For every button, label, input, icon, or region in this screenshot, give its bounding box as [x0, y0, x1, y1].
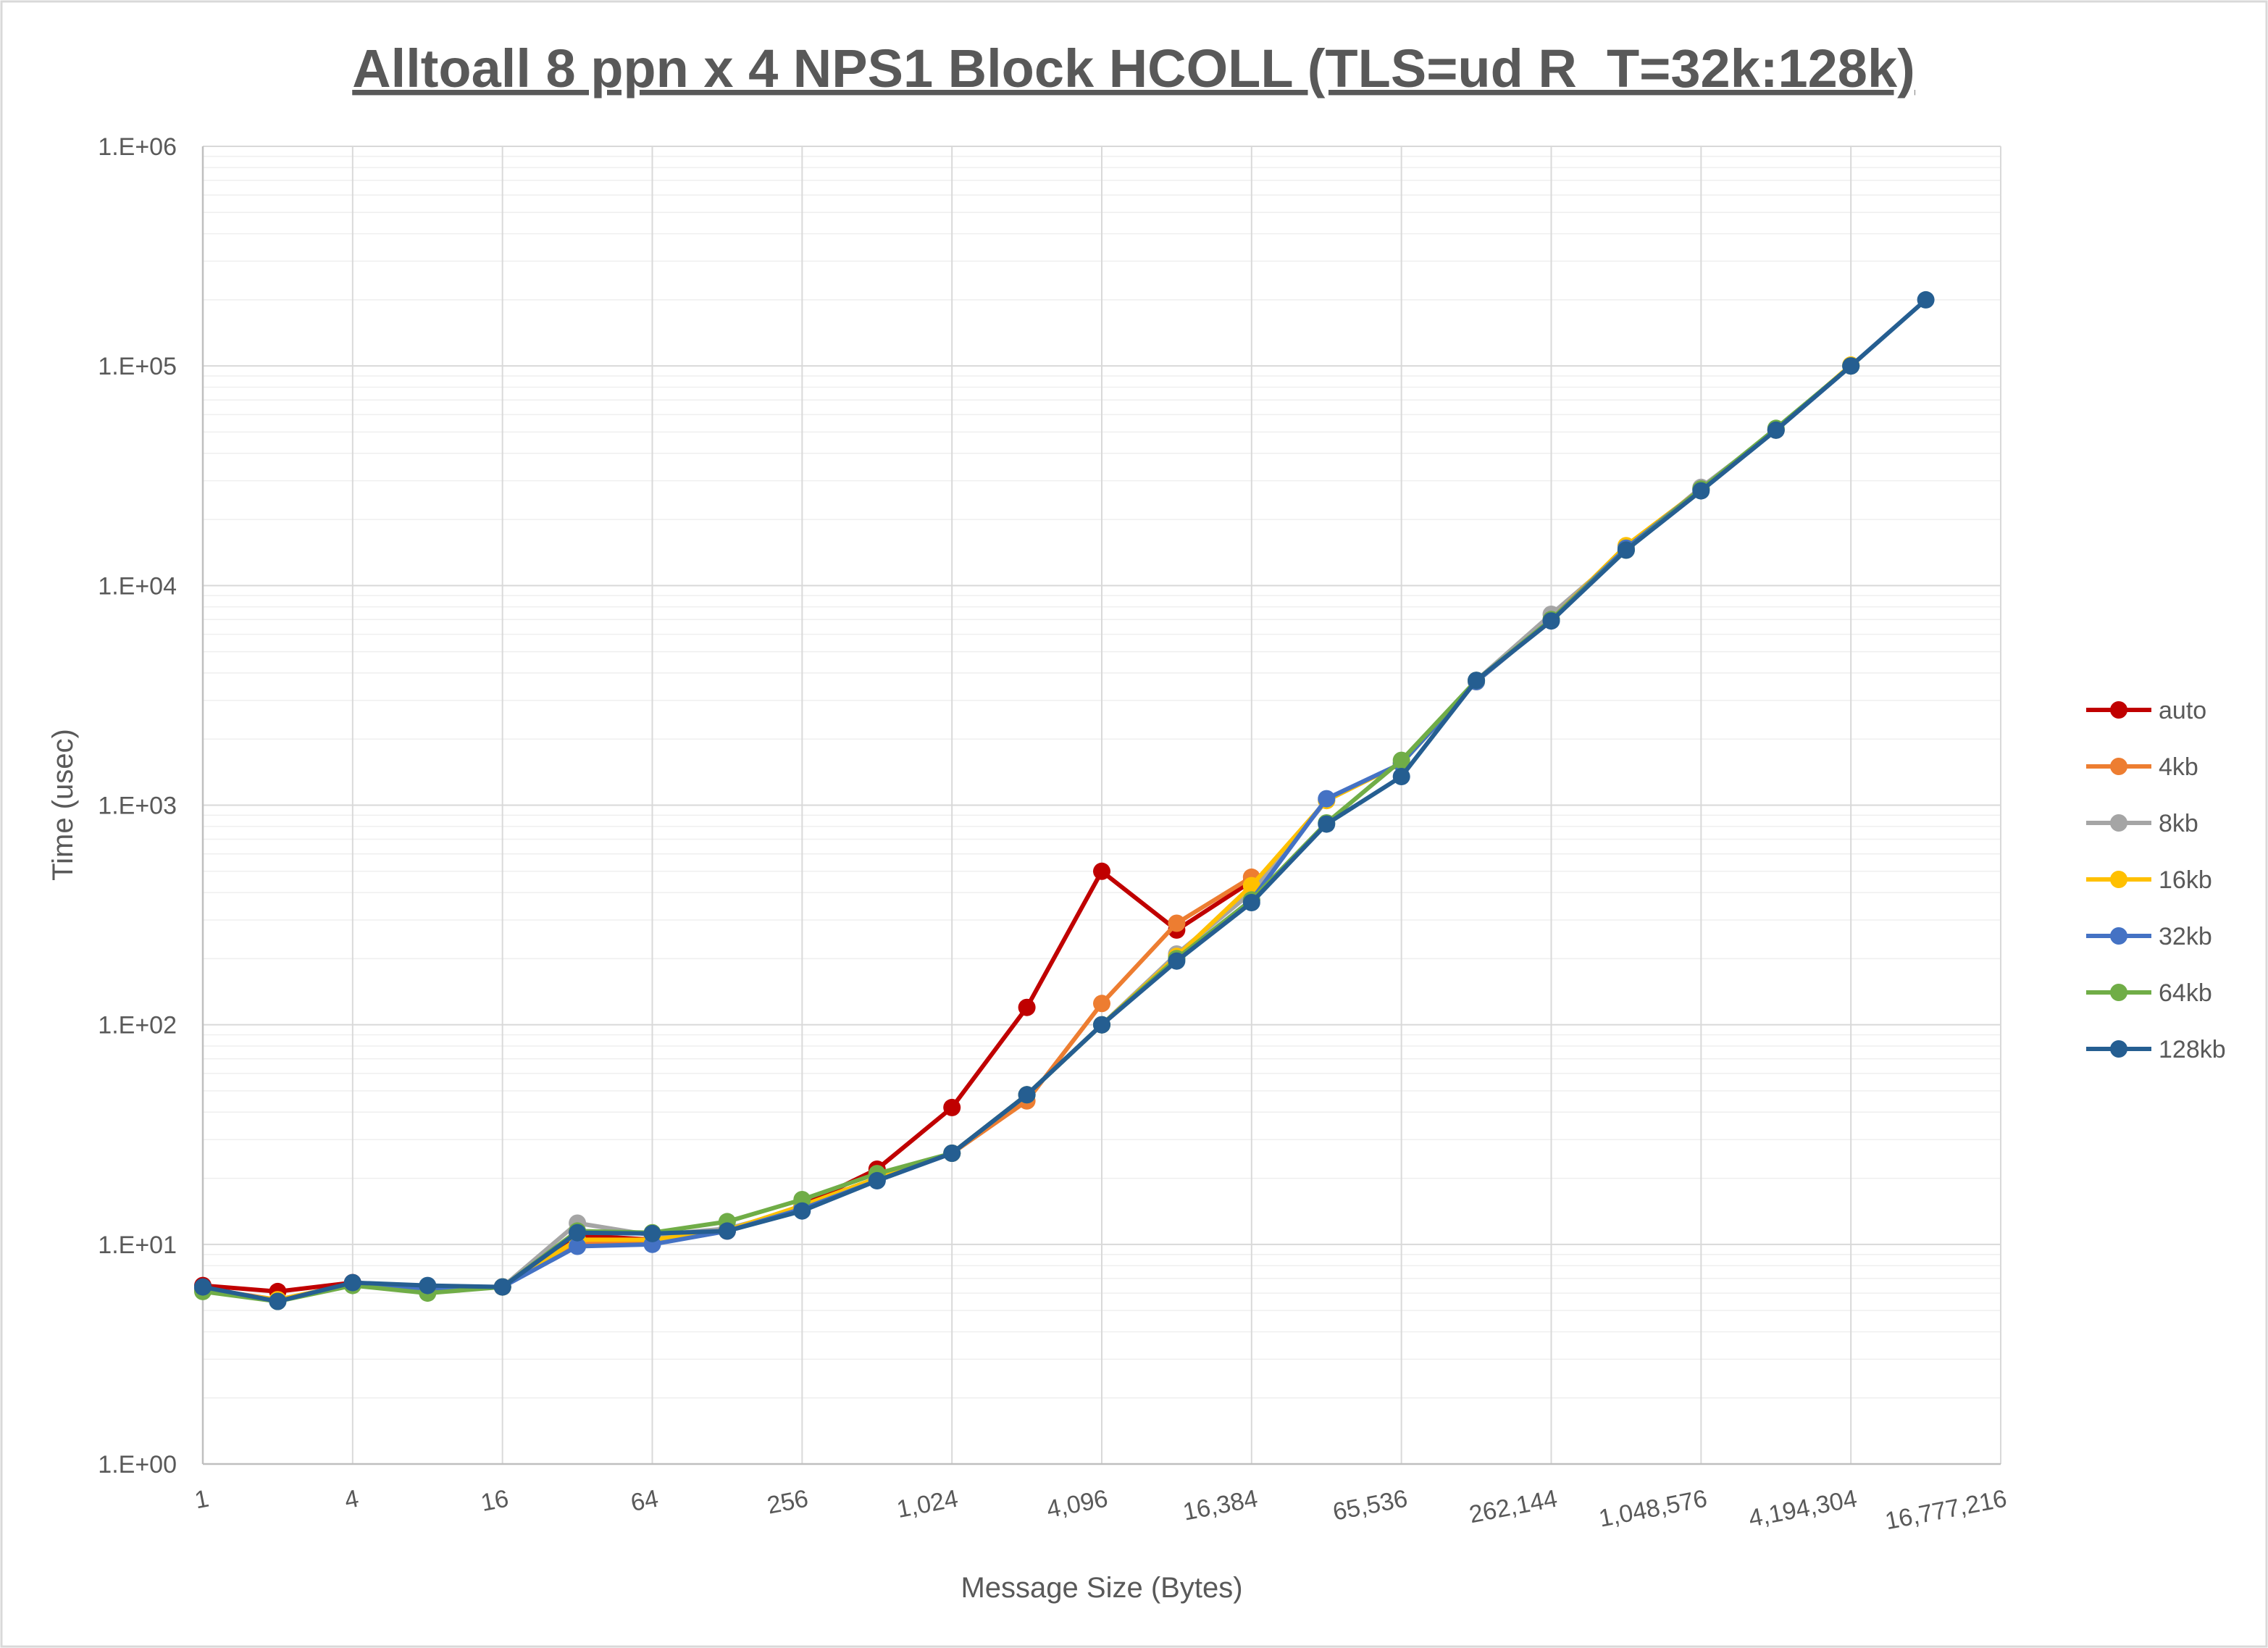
data-point-128kb — [1692, 482, 1710, 500]
data-point-128kb — [1842, 357, 1860, 375]
legend-swatch-marker — [2110, 758, 2127, 775]
legend-swatch-marker — [2110, 984, 2127, 1001]
data-point-128kb — [1242, 894, 1260, 911]
y-tick-label: 1.E+02 — [98, 1012, 177, 1040]
y-tick-label: 1.E+05 — [98, 353, 177, 380]
legend-label: 64kb — [2159, 979, 2212, 1007]
legend-label: 128kb — [2159, 1036, 2226, 1063]
data-point-16kb — [1242, 877, 1260, 895]
data-point-128kb — [569, 1224, 587, 1242]
legend-item-auto: auto — [2086, 697, 2206, 724]
legend-label: 4kb — [2159, 753, 2198, 781]
data-point-auto — [1093, 862, 1110, 880]
data-point-128kb — [1093, 1016, 1110, 1034]
x-tick-label: 16 — [479, 1485, 511, 1518]
y-tick-label: 1.E+03 — [98, 792, 177, 820]
data-point-auto — [943, 1098, 961, 1116]
y-tick-label: 1.E+01 — [98, 1231, 177, 1259]
legend-label: 32kb — [2159, 923, 2212, 950]
data-point-128kb — [1468, 672, 1486, 690]
legend-label: 8kb — [2159, 810, 2198, 837]
legend-item-64kb: 64kb — [2086, 979, 2212, 1007]
data-point-128kb — [194, 1278, 212, 1296]
data-point-64kb — [1392, 751, 1410, 769]
data-point-128kb — [1392, 768, 1410, 785]
legend-label: auto — [2159, 697, 2206, 724]
data-point-128kb — [718, 1222, 736, 1240]
legend-swatch-marker — [2110, 871, 2127, 888]
data-point-4kb — [1093, 995, 1110, 1013]
data-point-auto — [1018, 998, 1036, 1016]
data-point-128kb — [1767, 421, 1785, 439]
data-point-128kb — [1917, 290, 1935, 309]
legend-swatch-marker — [2110, 701, 2127, 719]
data-point-32kb — [569, 1237, 587, 1255]
x-tick-label: 64 — [629, 1485, 661, 1518]
legend-item-4kb: 4kb — [2086, 753, 2198, 781]
y-tick-label: 1.E+06 — [98, 133, 177, 161]
series-128kb — [194, 290, 1935, 1310]
series-lines — [194, 290, 1935, 1310]
data-point-128kb — [1617, 541, 1635, 559]
chart-title: Alltoall 8 ppn x 4 NPS1 Block HCOLL (TLS… — [352, 38, 1915, 99]
data-point-128kb — [1168, 952, 1186, 970]
data-point-128kb — [643, 1224, 661, 1242]
legend-item-16kb: 16kb — [2086, 866, 2212, 894]
data-point-32kb — [1318, 790, 1336, 808]
legend-item-128kb: 128kb — [2086, 1036, 2226, 1063]
data-point-128kb — [269, 1292, 287, 1310]
y-tick-label: 1.E+04 — [98, 572, 177, 600]
y-tick-label: 1.E+00 — [98, 1451, 177, 1478]
data-point-128kb — [343, 1273, 361, 1292]
data-point-128kb — [493, 1278, 511, 1296]
legend-label: 16kb — [2159, 866, 2212, 894]
legend-swatch-marker — [2110, 927, 2127, 945]
data-point-128kb — [1018, 1086, 1036, 1104]
series-line-128kb — [202, 298, 1928, 1304]
x-axis-title: Message Size (Bytes) — [961, 1572, 1242, 1604]
data-point-4kb — [1168, 914, 1186, 932]
legend-swatch-marker — [2110, 814, 2127, 832]
legend-item-32kb: 32kb — [2086, 923, 2212, 950]
data-point-128kb — [1318, 815, 1336, 833]
data-point-128kb — [419, 1276, 437, 1294]
y-axis-ticks: 1.E+00 1.E+01 1.E+02 1.E+03 1.E+04 1.E+05 1.E+… — [98, 133, 177, 1478]
data-point-128kb — [943, 1145, 961, 1162]
data-point-128kb — [1542, 612, 1560, 630]
legend-item-8kb: 8kb — [2086, 810, 2198, 837]
y-axis-title: Time (usec) — [47, 729, 79, 881]
legend-swatch-marker — [2110, 1040, 2127, 1058]
legend: auto 4kb 8kb 16kb 32kb 64kb 128kb — [2086, 697, 2226, 1063]
data-point-128kb — [868, 1171, 886, 1189]
data-point-128kb — [793, 1202, 811, 1220]
